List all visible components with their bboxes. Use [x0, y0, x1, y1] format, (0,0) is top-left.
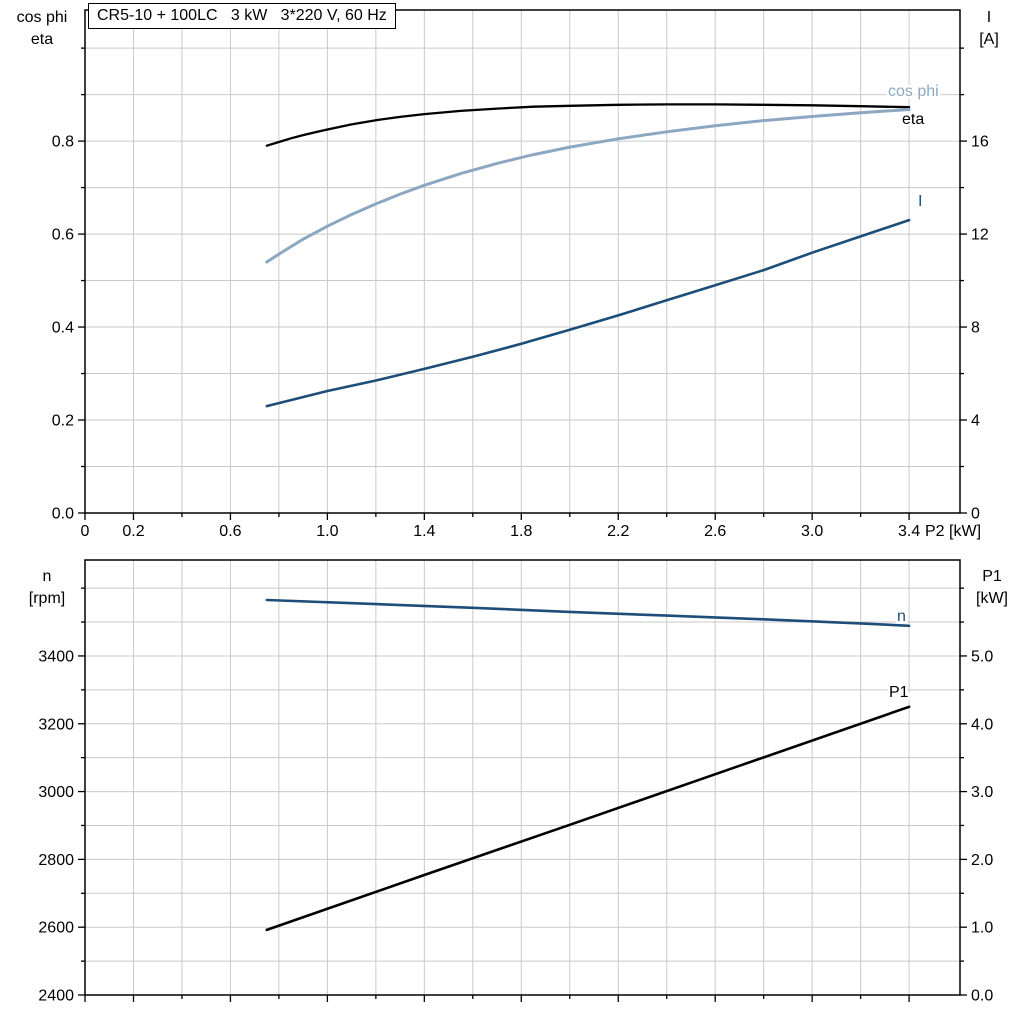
axis-labels: 0 0.2 0.6 1.0 1.4 1.8 2.2 2.6 3.0 3.4 0.0 0.2 0.4 0.6…	[17, 9, 999, 540]
x-axis-title: P2 [kW]	[925, 523, 981, 540]
x-tick-label: 2.6	[704, 523, 726, 540]
curve-label-I: I	[918, 193, 922, 210]
curve-label-cos-phi: cos phi	[888, 83, 939, 100]
curve-eta	[265, 103, 911, 147]
x-tick-label: 0.6	[219, 523, 241, 540]
y-left-axis-title: eta	[31, 31, 53, 48]
y-left-axis-title: n	[43, 568, 52, 585]
x-tick-label: 3.0	[801, 523, 823, 540]
y-right-tick-label: 5.0	[971, 648, 993, 665]
axis-labels: 2400 2600 2800 3000 3200 3400 0.0 1.0 2.0 3.0 4.0 5…	[29, 568, 1008, 1005]
curve-label-P1: P1	[889, 684, 909, 701]
axis-ticks	[78, 587, 967, 1002]
curve-label-n: n	[897, 608, 906, 625]
grid	[85, 560, 960, 995]
x-tick-label: 1.8	[510, 523, 532, 540]
y-right-axis-title: [A]	[979, 31, 999, 48]
curve-n	[265, 598, 911, 628]
y-left-tick-label: 0.2	[52, 413, 74, 430]
chart-electrical: 0 0.2 0.6 1.0 1.4 1.8 2.2 2.6 3.0 3.4 0.0 0.2 0.4 0.6…	[17, 9, 999, 540]
y-left-tick-label: 0.4	[52, 320, 74, 337]
plot-frame	[84, 559, 961, 996]
y-left-tick-label: 2800	[38, 852, 74, 869]
grid	[85, 10, 960, 513]
curve-P1	[265, 705, 911, 932]
y-left-tick-label: 3000	[38, 784, 74, 801]
y-right-tick-label: 2.0	[971, 852, 993, 869]
axis-ticks	[78, 47, 967, 520]
y-left-tick-label: 2400	[38, 988, 74, 1005]
x-tick-label: 0.2	[122, 523, 144, 540]
y-right-tick-label: 0.0	[971, 988, 993, 1005]
y-left-tick-label: 0.6	[52, 227, 74, 244]
y-left-tick-label: 3200	[38, 716, 74, 733]
y-right-tick-label: 0	[971, 506, 980, 523]
y-right-tick-label: 4	[971, 413, 980, 430]
y-left-tick-label: 0.8	[52, 134, 74, 151]
x-tick-label: 2.2	[607, 523, 629, 540]
chart-title-box: CR5-10 + 100LC 3 kW 3*220 V, 60 Hz	[88, 3, 396, 29]
curve-cos-phi	[265, 108, 911, 264]
y-left-tick-label: 2600	[38, 920, 74, 937]
y-right-tick-label: 8	[971, 320, 980, 337]
y-left-tick-label: 3400	[38, 648, 74, 665]
y-right-tick-label: 3.0	[971, 784, 993, 801]
x-tick-label: 1.4	[413, 523, 435, 540]
y-right-axis-title: P1	[982, 568, 1002, 585]
y-right-tick-label: 4.0	[971, 716, 993, 733]
curve-label-eta: eta	[902, 111, 924, 128]
x-tick-label: 0	[81, 523, 90, 540]
plot-frame	[84, 9, 961, 514]
y-right-axis-title: I	[987, 9, 991, 26]
y-right-tick-label: 16	[971, 134, 989, 151]
curve-I	[265, 218, 911, 408]
x-tick-label: 1.0	[316, 523, 338, 540]
y-left-axis-title: cos phi	[17, 9, 68, 26]
y-right-tick-label: 12	[971, 227, 989, 244]
chart-mechanical: 2400 2600 2800 3000 3200 3400 0.0 1.0 2.0 3.0 4.0 5…	[29, 559, 1008, 1005]
y-right-tick-label: 1.0	[971, 920, 993, 937]
y-left-tick-label: 0.0	[52, 506, 74, 523]
y-left-axis-title: [rpm]	[29, 590, 65, 607]
x-tick-label: 3.4	[898, 523, 920, 540]
y-right-axis-title: [kW]	[976, 590, 1008, 607]
